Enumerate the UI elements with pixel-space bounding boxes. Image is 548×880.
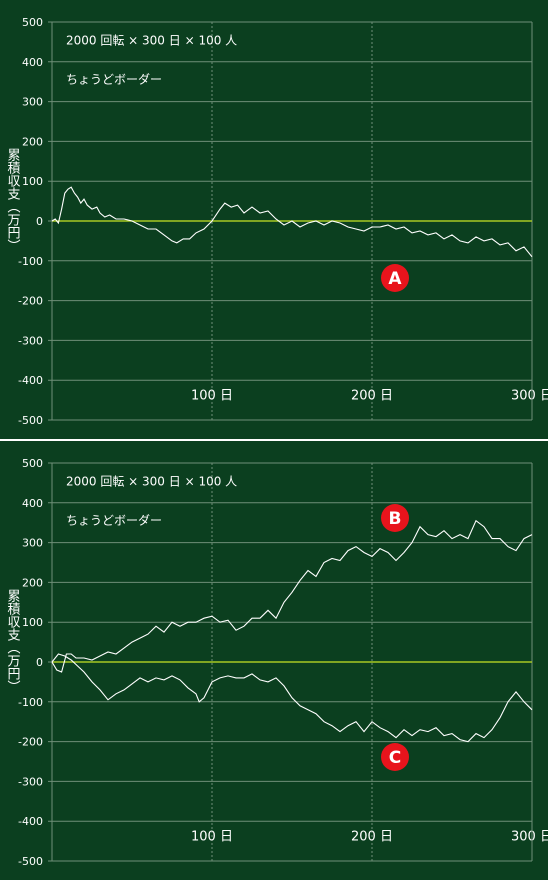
annotation-label: B: [389, 509, 402, 529]
y-tick-label: 0: [36, 215, 43, 228]
y-tick-label: -200: [18, 295, 43, 308]
data-line: [51, 186, 533, 258]
chart-title: 2000 回転 × 300 日 × 100 人: [66, 34, 237, 48]
y-tick-label: 0: [36, 656, 43, 669]
y-tick-label: 100: [22, 175, 43, 188]
y-tick-label: 200: [22, 576, 43, 589]
x-tick-label: 300 日: [511, 830, 548, 845]
y-tick-label: -200: [18, 736, 43, 749]
y-tick-label: -300: [18, 775, 43, 788]
y-tick-label: 100: [22, 616, 43, 629]
y-tick-label: -300: [18, 334, 43, 347]
y-tick-label: 500: [22, 16, 43, 29]
y-tick-label: 300: [22, 537, 43, 550]
subtitle: ちょうどボーダー: [66, 72, 162, 87]
y-axis-label: 累積収支（万円）: [5, 148, 21, 252]
y-tick-label: 400: [22, 56, 43, 69]
x-tick-label: 100 日: [191, 830, 233, 845]
y-tick-label: -400: [18, 374, 43, 387]
annotation-marker: [381, 264, 409, 292]
data-line: [51, 519, 533, 673]
y-axis-label: 累積収支（万円）: [5, 589, 21, 693]
y-tick-label: 200: [22, 135, 43, 148]
subtitle: ちょうどボーダー: [66, 513, 162, 528]
chart-title: 2000 回転 × 300 日 × 100 人: [66, 475, 237, 489]
y-tick-label: -100: [18, 696, 43, 709]
y-tick-label: -100: [18, 255, 43, 268]
x-tick-label: 200 日: [351, 389, 393, 404]
annotation-label: A: [388, 269, 402, 289]
y-tick-label: 300: [22, 96, 43, 109]
x-tick-label: 100 日: [191, 389, 233, 404]
annotation-marker: [381, 504, 409, 532]
x-tick-label: 300 日: [511, 389, 548, 404]
annotation-label: C: [389, 748, 401, 768]
y-tick-label: 500: [22, 457, 43, 470]
y-tick-label: 400: [22, 497, 43, 510]
data-line: [51, 653, 533, 743]
annotation-marker: [381, 743, 409, 771]
x-tick-label: 200 日: [351, 830, 393, 845]
y-tick-label: -400: [18, 815, 43, 828]
y-tick-label: -500: [18, 855, 43, 868]
y-tick-label: -500: [18, 414, 43, 427]
